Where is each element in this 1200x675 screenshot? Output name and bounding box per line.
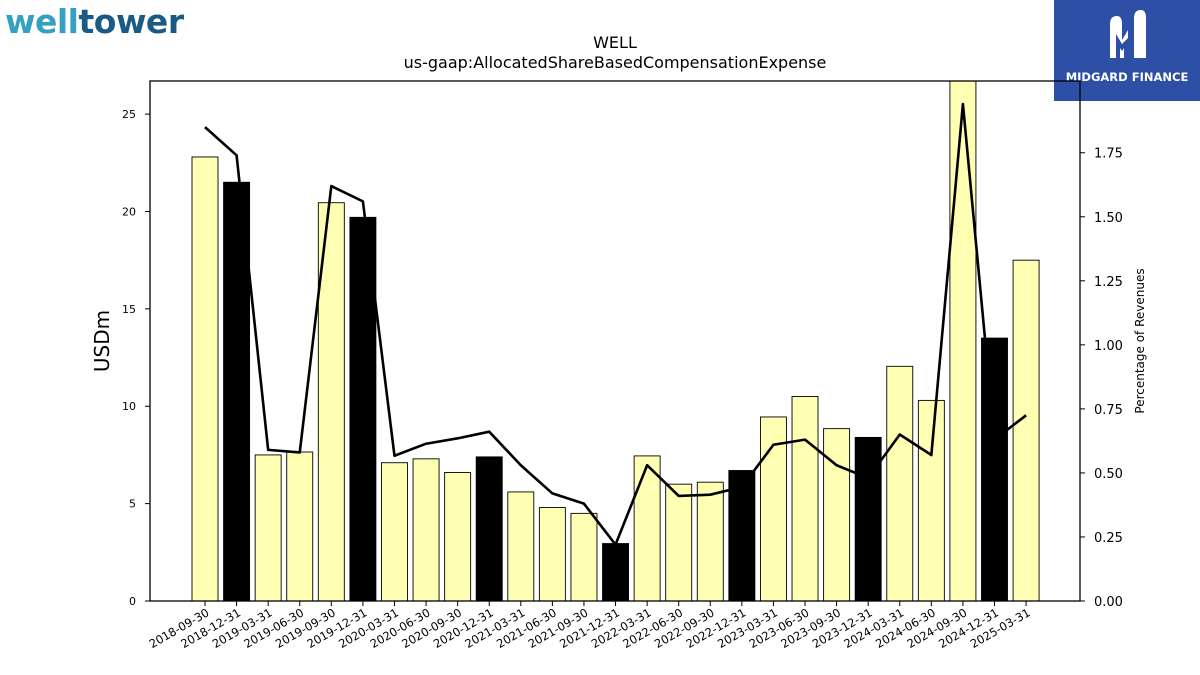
percentage-line bbox=[204, 102, 1027, 546]
bar-2024-03-31 bbox=[886, 365, 914, 602]
welltower-logo: welltower bbox=[5, 2, 184, 41]
bar-2023-06-30 bbox=[791, 396, 819, 602]
bar-2019-06-30 bbox=[286, 451, 314, 602]
logo-text-tower: tower bbox=[78, 2, 185, 41]
logo-text-well: well bbox=[5, 2, 79, 41]
y-axis-label: USDm bbox=[90, 310, 114, 372]
y2-tick-label: 1.00 bbox=[1094, 339, 1123, 354]
y-tick-label: 25 bbox=[122, 108, 136, 121]
midgard-brand-text: MIDGARD FINANCE bbox=[1065, 70, 1189, 84]
y2-tick-label: 0.25 bbox=[1094, 531, 1123, 546]
bar-series bbox=[191, 80, 1040, 602]
y-tick-label: 20 bbox=[122, 205, 136, 218]
midgard-finance-logo: MIDGARD FINANCE bbox=[1054, 0, 1200, 101]
bar-2021-03-31 bbox=[507, 491, 535, 602]
bar-2024-09-30 bbox=[949, 80, 977, 602]
chart-title: WELL bbox=[593, 33, 637, 52]
bar-2024-06-30 bbox=[917, 399, 945, 602]
bar-2020-03-31 bbox=[381, 462, 408, 602]
y2-tick-label: 1.50 bbox=[1094, 211, 1123, 226]
y-tick-label: 5 bbox=[129, 498, 136, 511]
bar-2021-12-31 bbox=[602, 543, 629, 602]
y-axis-right: 0.00 0.25 0.50 0.75 1.00 1.25 1.50 1.75 bbox=[1080, 147, 1123, 610]
bar-2022-09-30 bbox=[696, 481, 724, 602]
line-series bbox=[204, 102, 1027, 546]
bar-2024-12-31 bbox=[981, 337, 1008, 602]
bar-2021-09-30 bbox=[570, 512, 598, 602]
y-tick-label: 0 bbox=[129, 595, 136, 608]
bar-2020-06-30 bbox=[412, 458, 440, 602]
y2-tick-label: 0.00 bbox=[1094, 595, 1123, 610]
plot-frame bbox=[149, 80, 1081, 602]
y2-tick-label: 1.25 bbox=[1094, 275, 1123, 290]
bar-2021-06-30 bbox=[538, 507, 566, 602]
y-tick-label: 15 bbox=[122, 303, 136, 316]
bar-2018-12-31 bbox=[223, 181, 251, 602]
bar-2022-12-31 bbox=[728, 470, 756, 602]
y2-axis-label: Percentage of Revenues bbox=[1133, 268, 1147, 413]
x-axis: 2018-09-302018-12-312019-03-312019-06-30… bbox=[147, 601, 1033, 651]
bar-2020-09-30 bbox=[444, 472, 472, 602]
y-tick-label: 10 bbox=[122, 400, 136, 413]
y2-tick-label: 0.50 bbox=[1094, 467, 1123, 482]
y2-tick-label: 1.75 bbox=[1094, 147, 1123, 162]
bar-2025-03-31 bbox=[1012, 259, 1040, 602]
y2-tick-label: 0.75 bbox=[1094, 403, 1123, 418]
bar-2020-12-31 bbox=[475, 456, 503, 602]
bar-2019-03-31 bbox=[254, 454, 282, 602]
bar-2022-03-31 bbox=[633, 455, 661, 602]
bar-2018-09-30 bbox=[191, 156, 219, 602]
y-axis-left: 0 5 10 15 20 25 bbox=[122, 108, 150, 608]
bar-2022-06-30 bbox=[665, 483, 693, 602]
bar-2023-12-31 bbox=[854, 436, 882, 602]
chart-subtitle: us-gaap:AllocatedShareBasedCompensationE… bbox=[404, 53, 827, 72]
bar-2023-09-30 bbox=[823, 428, 851, 602]
midgard-emblem-icon bbox=[1110, 10, 1146, 58]
